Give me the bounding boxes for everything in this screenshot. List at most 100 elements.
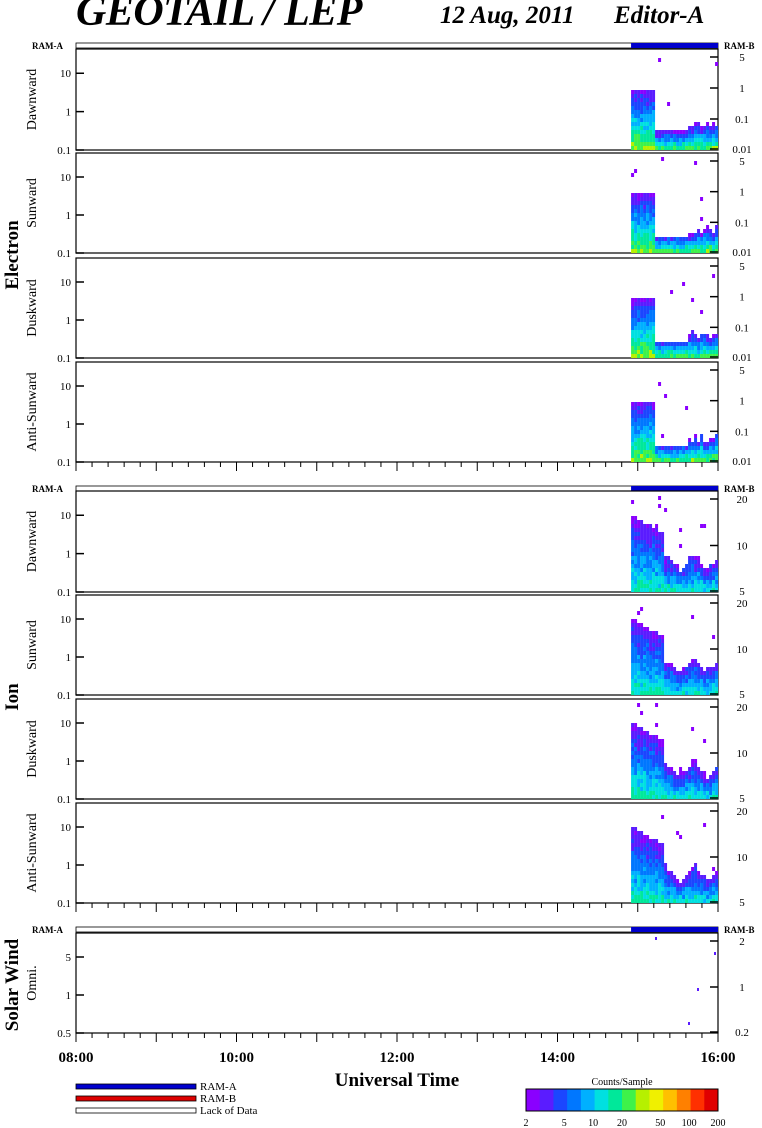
ion-anti-sunward-right-tick-label: 10: [737, 852, 749, 864]
ion-anti-sunward-label: Anti-Sunward: [25, 813, 40, 892]
solar-wind-omni-left-tick-label: 5: [66, 952, 72, 964]
electron-duskward-left-tick-label: 1: [66, 315, 72, 327]
electron-sunward-spectrogram: [631, 157, 719, 253]
electron-duskward-panel: [75, 257, 719, 359]
colorbar-tick-label: 5: [562, 1118, 567, 1128]
electron-ram-a-label: RAM-A: [32, 41, 63, 51]
electron-anti-sunward-panel: [75, 361, 719, 463]
ion-anti-sunward-right-tick-label: 20: [737, 806, 749, 818]
colorbar-segment: [553, 1089, 568, 1111]
electron-group-label: Electron: [2, 220, 23, 290]
solar-wind-omni-spectrogram: [655, 937, 716, 1025]
colorbar-tick-label: 50: [655, 1118, 665, 1128]
solar-wind-group-label: Solar Wind: [2, 938, 23, 1031]
electron-anti-sunward-right-tick-label: 0.1: [735, 426, 749, 438]
electron-sunward-left-tick-label: 10: [60, 172, 72, 184]
ion-duskward-spectrogram: [631, 703, 719, 799]
electron-sunward-left-tick-label: 1: [66, 210, 72, 222]
electron-sunward-right-tick-label: 5: [739, 156, 745, 168]
ion-dawnward-left-tick-label: 0.1: [57, 587, 71, 599]
colorbar-frame: [525, 1088, 719, 1112]
ion-sunward-left-tick-label: 0.1: [57, 690, 71, 702]
time-tick-label: 14:00: [540, 1050, 575, 1066]
ion-ram-mode-bar-0: [631, 486, 718, 491]
ion-sunward-right-tick-label: 10: [737, 644, 749, 656]
colorbar-segment: [594, 1089, 609, 1111]
plot-editor: Editor-A: [614, 2, 705, 29]
colorbar-segment: [704, 1089, 719, 1111]
solar-wind-omni-right-tick-label: 1: [739, 982, 745, 994]
legend-swatch-2: [75, 1107, 197, 1114]
electron-sunward-right-tick-label: 0.01: [732, 247, 751, 259]
colorbar-segment: [539, 1089, 554, 1111]
ion-group-label: Ion: [2, 683, 23, 711]
ion-ram-a-label: RAM-A: [32, 484, 63, 494]
time-tick-label: 12:00: [380, 1050, 415, 1066]
colorbar-segment: [622, 1089, 637, 1111]
electron-dawnward-left-tick-label: 1: [66, 107, 72, 119]
solar-wind-ram-b-label: RAM-B: [724, 925, 755, 935]
legend-swatch-0: [75, 1083, 197, 1090]
colorbar-segment: [567, 1089, 582, 1111]
colorbar-segment: [676, 1089, 692, 1111]
colorbar-segment: [649, 1089, 664, 1111]
electron-dawnward-left-tick-label: 10: [60, 68, 72, 80]
electron-anti-sunward-right-tick-label: 1: [739, 396, 745, 408]
colorbar-tick-label: 10: [588, 1118, 598, 1128]
ion-duskward-label: Duskward: [25, 720, 40, 778]
solar-wind-omni-left-tick-label: 1: [66, 990, 72, 1002]
electron-duskward-right-tick-label: 0.1: [735, 322, 749, 334]
ion-dawnward-right-tick-label: 20: [737, 494, 749, 506]
ion-duskward-right-tick-label: 5: [739, 793, 745, 805]
ion-dawnward-right-tick-label: 10: [737, 541, 749, 553]
plot-date: 12 Aug, 2011: [440, 2, 575, 29]
ion-anti-sunward-left-tick-label: 10: [60, 822, 72, 834]
electron-dawnward-right-tick-label: 0.01: [732, 144, 751, 156]
electron-sunward-label: Sunward: [25, 178, 40, 228]
electron-duskward-left-tick-label: 10: [60, 277, 72, 289]
electron-dawnward-right-tick-label: 5: [739, 52, 745, 64]
legend-label-1: RAM-B: [200, 1093, 236, 1105]
time-tick-label: 16:00: [701, 1050, 736, 1066]
ion-duskward-left-tick-label: 1: [66, 756, 72, 768]
electron-duskward-spectrogram: [631, 274, 719, 358]
solar-wind-ram-mode-bar-0: [631, 927, 718, 932]
ion-dawnward-right-tick-label: 5: [739, 586, 745, 598]
electron-anti-sunward-left-tick-label: 10: [60, 381, 72, 393]
ion-dawnward-panel: [75, 490, 719, 593]
colorbar-tick-label: 2: [524, 1118, 529, 1128]
electron-duskward-right-tick-label: 5: [739, 261, 745, 273]
electron-anti-sunward-left-tick-label: 1: [66, 419, 72, 431]
time-tick-label: 10:00: [219, 1050, 254, 1066]
colorbar-title: Counts/Sample: [591, 1077, 653, 1088]
ion-anti-sunward-left-tick-label: 1: [66, 860, 72, 872]
ion-anti-sunward-left-tick-label: 0.1: [57, 898, 71, 910]
electron-dawnward-spectrogram: [631, 58, 719, 150]
solar-wind-lack-of-data-bar: [75, 926, 719, 933]
electron-duskward-right-tick-label: 1: [739, 292, 745, 304]
solar-wind-omni-right-tick-label: 0.2: [735, 1027, 749, 1039]
electron-anti-sunward-right-tick-label: 5: [739, 365, 745, 377]
ion-ram-b-label: RAM-B: [724, 484, 755, 494]
plot-title: GEOTAIL / LEP: [76, 0, 362, 35]
electron-sunward-panel: [75, 152, 719, 254]
solar-wind-ram-a-label: RAM-A: [32, 925, 63, 935]
electron-dawnward-right-tick-label: 0.1: [735, 114, 749, 126]
ion-sunward-left-tick-label: 10: [60, 614, 72, 626]
electron-anti-sunward-left-tick-label: 0.1: [57, 457, 71, 469]
solar-wind-omni-panel: [75, 932, 719, 1034]
electron-sunward-right-tick-label: 0.1: [735, 217, 749, 229]
ion-sunward-right-tick-label: 20: [737, 598, 749, 610]
electron-anti-sunward-spectrogram: [631, 382, 719, 462]
electron-anti-sunward-right-tick-label: 0.01: [732, 456, 751, 468]
colorbar-tick-label: 200: [711, 1118, 726, 1128]
ion-dawnward-label: Dawnward: [25, 511, 40, 572]
colorbar-segment: [526, 1089, 541, 1111]
ion-sunward-spectrogram: [631, 607, 719, 695]
electron-sunward-left-tick-label: 0.1: [57, 248, 71, 260]
electron-lack-of-data-bar: [75, 42, 719, 49]
ion-dawnward-left-tick-label: 10: [60, 510, 72, 522]
ion-duskward-left-tick-label: 10: [60, 718, 72, 730]
electron-duskward-left-tick-label: 0.1: [57, 353, 71, 365]
